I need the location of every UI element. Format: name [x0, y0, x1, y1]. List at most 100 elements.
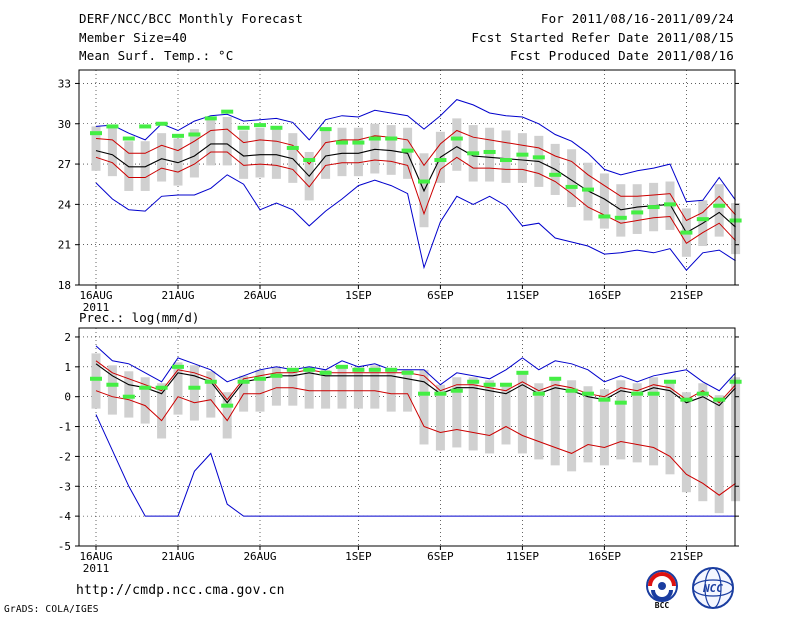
- median-marker: [532, 155, 545, 160]
- ensemble-box: [452, 118, 462, 171]
- ensemble-box: [173, 138, 183, 186]
- forecast-start-date: Fcst Started Refer Date 2011/08/15: [471, 30, 734, 45]
- median-marker: [237, 379, 250, 384]
- median-marker: [467, 379, 480, 384]
- ensemble-box: [321, 369, 331, 409]
- ensemble-box: [386, 125, 396, 175]
- x-tick-label: 21SEP: [670, 550, 703, 563]
- median-marker: [631, 391, 644, 396]
- x-year-label: 2011: [83, 301, 110, 314]
- series-min-line: [95, 174, 736, 271]
- ensemble-box: [140, 377, 150, 424]
- median-marker: [303, 367, 316, 372]
- median-marker: [729, 379, 742, 384]
- ensemble-box: [91, 353, 101, 409]
- median-marker: [155, 385, 168, 390]
- median-marker: [319, 127, 332, 132]
- ensemble-box: [517, 374, 527, 454]
- ensemble-box: [731, 203, 741, 255]
- ensemble-box: [649, 377, 659, 466]
- ensemble-box: [485, 127, 495, 182]
- median-marker: [336, 364, 348, 369]
- median-marker: [368, 136, 381, 141]
- ensemble-box: [124, 371, 134, 418]
- ensemble-box: [337, 365, 347, 409]
- ensemble-box: [370, 123, 380, 174]
- ensemble-box: [107, 365, 117, 415]
- ensemble-box: [731, 377, 741, 502]
- median-marker: [549, 172, 562, 177]
- median-marker: [680, 230, 693, 235]
- y-tick-label: 24: [58, 198, 72, 211]
- median-marker: [254, 376, 266, 381]
- ensemble-box: [321, 130, 331, 179]
- median-marker: [188, 385, 201, 390]
- panel-frame: [78, 327, 736, 547]
- y-tick-label: -4: [58, 510, 72, 523]
- x-tick-label: 6SEP: [427, 550, 454, 563]
- median-marker: [139, 124, 152, 129]
- x-tick-label: 21SEP: [670, 289, 703, 302]
- median-marker: [434, 391, 447, 396]
- source-url[interactable]: http://cmdp.ncc.cma.gov.cn: [76, 583, 285, 598]
- ensemble-box: [91, 126, 101, 171]
- ensemble-box: [698, 383, 708, 502]
- ensemble-box: [616, 184, 626, 237]
- median-marker: [680, 397, 693, 402]
- ensemble-box: [271, 129, 281, 179]
- median-marker: [516, 152, 529, 157]
- x-tick-label: 16AUG: [79, 550, 112, 563]
- median-marker: [483, 382, 496, 387]
- y-tick-label: 30: [58, 118, 71, 131]
- ensemble-box: [714, 395, 724, 514]
- median-marker: [336, 140, 348, 145]
- median-marker: [664, 202, 676, 207]
- x-tick-label: 26AUG: [243, 289, 276, 302]
- x-tick-label: 21AUG: [161, 289, 194, 302]
- panel-prec: Prec.: log(mm/d) -5 -4 -3 -2 -1 0 1 2 16AUG 21AUG 2…: [58, 310, 742, 575]
- median-marker: [664, 379, 676, 384]
- median-marker: [467, 151, 480, 156]
- median-marker: [500, 382, 512, 387]
- ensemble-box: [370, 365, 380, 409]
- median-marker: [696, 391, 709, 396]
- median-marker: [204, 379, 217, 384]
- median-marker: [221, 109, 234, 114]
- median-marker: [614, 400, 627, 405]
- median-marker: [139, 385, 152, 390]
- precip-variable-label: Prec.: log(mm/d): [79, 310, 199, 325]
- y-tick-label: 21: [58, 239, 71, 252]
- ensemble-box: [714, 184, 724, 237]
- series-upper-line: [95, 360, 736, 404]
- median-marker: [319, 370, 332, 375]
- ensemble-box: [583, 162, 593, 221]
- median-marker: [172, 364, 184, 369]
- x-tick-label: 26AUG: [243, 550, 276, 563]
- ensemble-box: [550, 377, 560, 466]
- x-tick-label: 6SEP: [427, 289, 454, 302]
- median-marker: [598, 214, 611, 219]
- median-marker: [254, 123, 266, 128]
- ensemble-box: [403, 369, 413, 412]
- ensemble-box: [173, 362, 183, 415]
- ensemble-box: [567, 149, 577, 208]
- ensemble-box: [632, 184, 642, 234]
- median-marker: [270, 373, 283, 378]
- series-min-line: [95, 414, 736, 517]
- panel-temp: 18 21 24 27 30 33 16AUG 21AUG 26AUG 1SEP 6SEP 11SEP…: [58, 69, 742, 314]
- ensemble-box: [304, 366, 314, 409]
- ensemble-box: [255, 127, 265, 178]
- ensemble-box: [337, 127, 347, 177]
- median-marker: [450, 136, 463, 141]
- median-marker: [713, 397, 726, 402]
- ensemble-box: [222, 117, 232, 166]
- x-tick-label: 21AUG: [161, 550, 194, 563]
- series-mean-line: [95, 143, 736, 234]
- y-tick-label: -3: [58, 480, 71, 493]
- ensemble-box: [271, 366, 281, 406]
- x-tick-label: 16SEP: [588, 289, 621, 302]
- ensemble-box: [206, 118, 216, 166]
- median-marker: [90, 376, 102, 381]
- median-marker: [204, 116, 217, 121]
